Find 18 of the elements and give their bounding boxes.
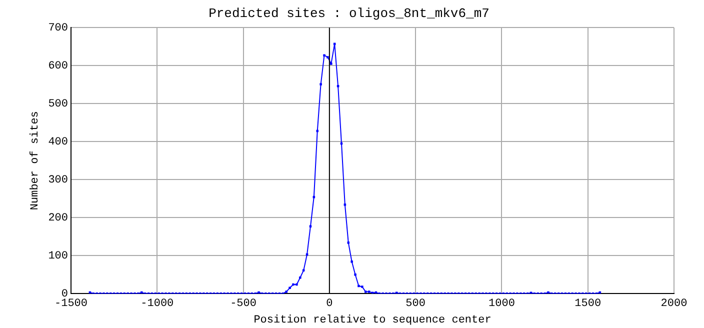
y-tick-label: 600 — [48, 60, 68, 73]
x-tick-label: 0 — [326, 298, 333, 310]
y-tick-label: 100 — [48, 250, 68, 263]
x-tick-label: 1500 — [574, 298, 602, 310]
y-axis-title: Number of sites — [30, 111, 42, 210]
chart-title: Predicted sites : oligos_8nt_mkv6_m7 — [208, 6, 490, 22]
x-tick-label: 500 — [406, 298, 426, 310]
x-axis-title: Position relative to sequence center — [254, 314, 492, 326]
x-tick-label: -500 — [230, 298, 256, 310]
y-tick-label: 400 — [48, 136, 68, 149]
x-tick-label: 1000 — [488, 298, 515, 310]
x-tick-label: 2000 — [660, 298, 688, 310]
x-tick-label: -1500 — [54, 298, 88, 310]
y-tick-label: 700 — [48, 22, 68, 35]
y-tick-label: 300 — [48, 174, 68, 187]
y-tick-label: 200 — [48, 212, 68, 225]
x-tick-label: -1000 — [140, 298, 174, 310]
y-tick-label: 500 — [48, 98, 68, 111]
